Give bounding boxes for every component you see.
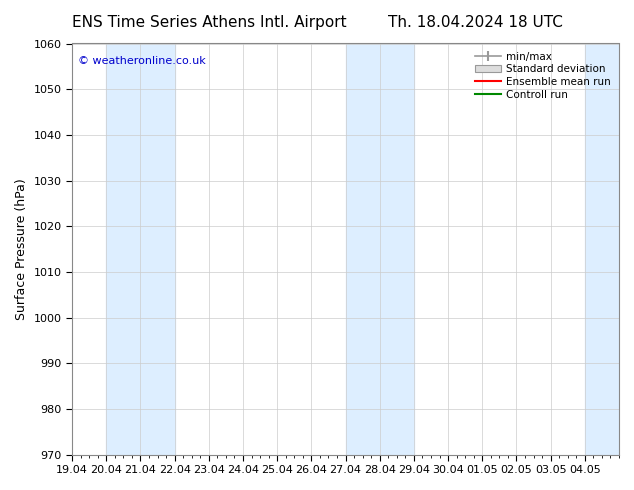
Text: Th. 18.04.2024 18 UTC: Th. 18.04.2024 18 UTC (388, 15, 563, 30)
Y-axis label: Surface Pressure (hPa): Surface Pressure (hPa) (15, 178, 28, 320)
Bar (585, 44, 619, 455)
Text: © weatheronline.co.uk: © weatheronline.co.uk (77, 56, 205, 66)
Bar (107, 44, 174, 455)
Legend: min/max, Standard deviation, Ensemble mean run, Controll run: min/max, Standard deviation, Ensemble me… (472, 49, 614, 103)
Bar (346, 44, 414, 455)
Text: ENS Time Series Athens Intl. Airport: ENS Time Series Athens Intl. Airport (72, 15, 347, 30)
